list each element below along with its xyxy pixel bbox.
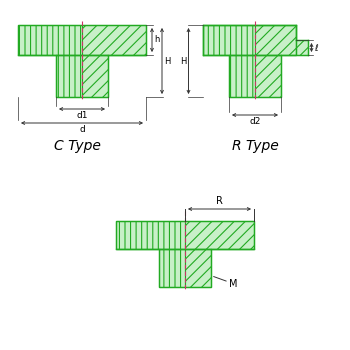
Bar xyxy=(203,25,295,55)
Text: d: d xyxy=(79,125,85,134)
Text: H: H xyxy=(164,56,170,65)
Bar xyxy=(56,55,108,97)
Text: R Type: R Type xyxy=(232,139,278,153)
Bar xyxy=(82,25,146,55)
Bar xyxy=(185,221,254,249)
Bar xyxy=(229,55,255,97)
Bar xyxy=(159,249,185,287)
Bar xyxy=(203,25,255,55)
Bar xyxy=(185,249,211,287)
Text: H: H xyxy=(180,56,187,65)
Text: C Type: C Type xyxy=(54,139,100,153)
Bar xyxy=(159,249,211,287)
Bar xyxy=(229,55,281,97)
Bar xyxy=(18,25,82,55)
Text: M: M xyxy=(214,276,238,289)
Text: R: R xyxy=(216,196,223,206)
Text: d1: d1 xyxy=(76,111,88,120)
Bar xyxy=(255,25,295,55)
Text: h: h xyxy=(154,35,159,44)
Text: d2: d2 xyxy=(249,117,261,126)
Bar xyxy=(116,221,254,249)
Bar xyxy=(18,25,146,55)
Bar xyxy=(295,40,308,55)
Bar xyxy=(116,221,185,249)
Bar xyxy=(255,55,281,97)
Bar xyxy=(56,55,82,97)
Text: $\ell$: $\ell$ xyxy=(314,42,319,53)
Bar xyxy=(82,55,108,97)
